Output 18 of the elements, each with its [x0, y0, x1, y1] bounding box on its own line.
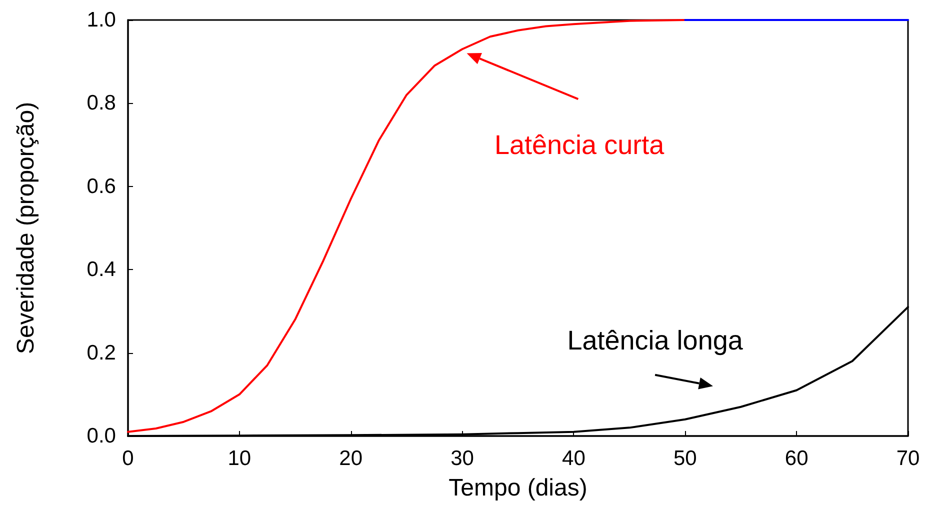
- x-tick-label: 20: [339, 447, 363, 470]
- x-tick-label: 30: [450, 447, 474, 470]
- x-axis-title: Tempo (dias): [448, 474, 588, 502]
- y-tick-label: 0.2: [86, 341, 116, 364]
- y-tick-label: 0.6: [86, 174, 116, 198]
- x-tick-label: 70: [896, 447, 920, 470]
- y-tick-label: 1.0: [86, 8, 116, 32]
- x-tick-label: 0: [122, 447, 134, 470]
- annotation: Latência curta: [494, 130, 666, 160]
- x-tick-label: 50: [673, 447, 697, 470]
- x-tick-label: 10: [228, 447, 252, 470]
- annotation: Latência longa: [567, 325, 744, 356]
- y-tick-label: 0.4: [86, 258, 116, 282]
- y-tick-label: 0.0: [86, 424, 116, 448]
- y-axis-title: Severidade (proporção): [12, 102, 40, 354]
- x-tick-label: 40: [562, 447, 586, 470]
- y-tick-label: 0.8: [86, 92, 116, 115]
- x-tick-label: 60: [784, 447, 808, 470]
